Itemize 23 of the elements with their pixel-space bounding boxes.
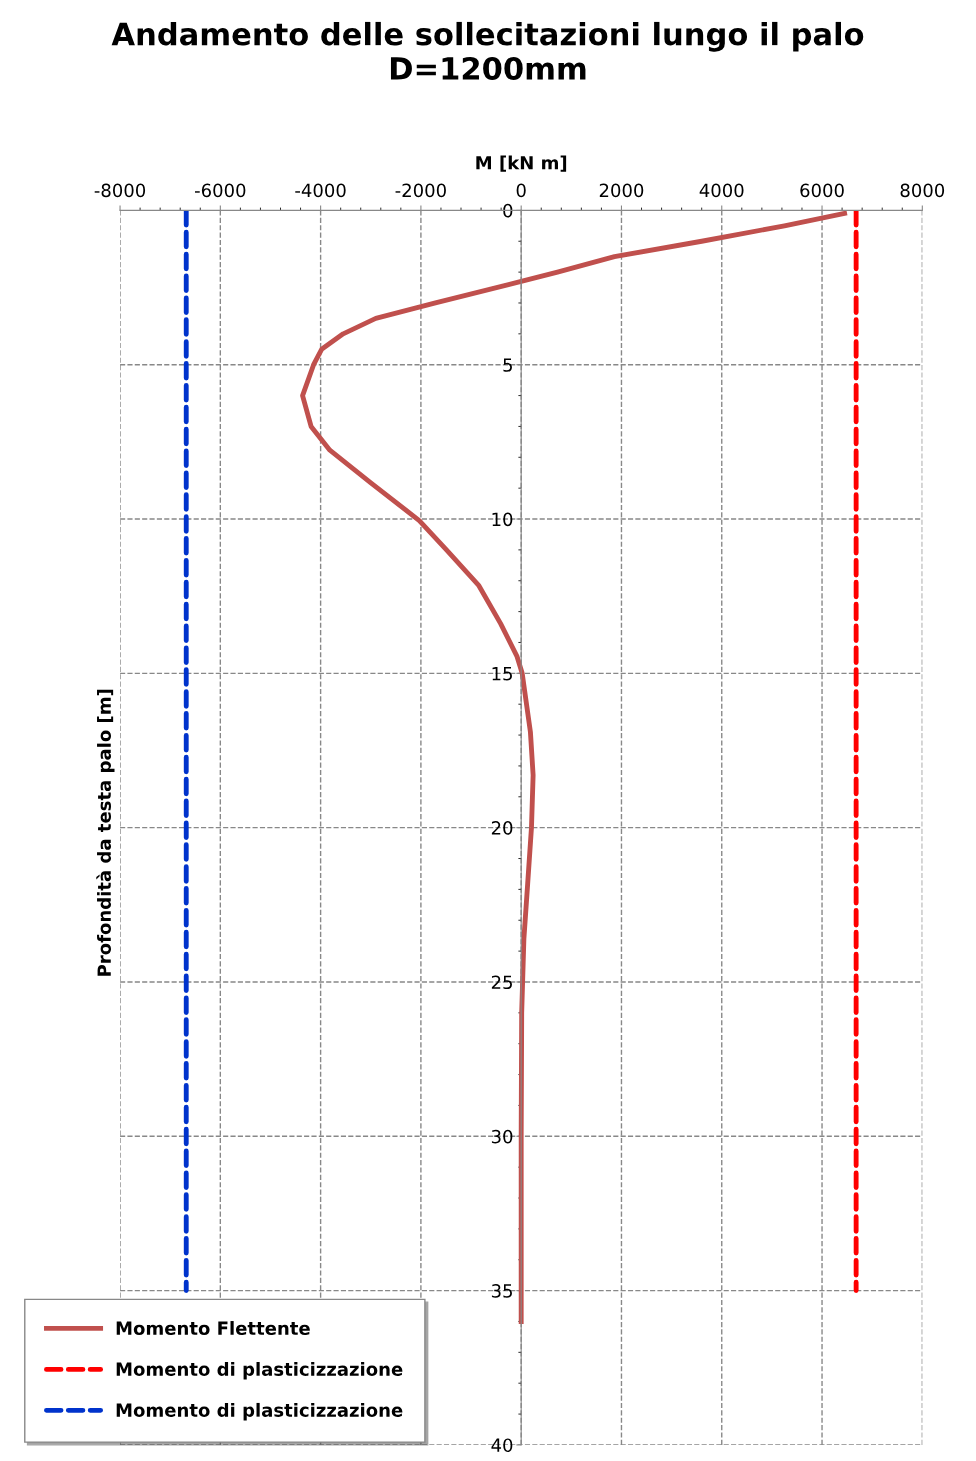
x-tick-label: 2000 [599,183,644,198]
x-tick-label: -4000 [295,183,346,198]
x-tick-label: 8000 [900,183,945,198]
x-tick-label: 4000 [699,183,744,198]
y-tick-label: 10 [492,512,513,527]
y-tick-label: 15 [492,667,512,681]
x-tick-label: 0 [516,183,526,198]
y-tick-label: 30 [491,1129,513,1144]
x-tick-label: -8000 [94,183,146,198]
chart-title: Andamento delle sollecitazioni lungo il palo D=1200mm [111,21,864,81]
x-tick-label: -6000 [194,183,246,198]
legend-label: Momento Flettente [116,1321,310,1336]
y-tick-label: 5 [503,358,512,372]
y-tick-label: 40 [491,1438,513,1453]
x-axis-title: M [kN m] [476,155,567,172]
legend-label: Momento di plasticizzazione [116,1402,403,1421]
y-axis-title: Profondità da testa palo [m] [96,689,115,976]
y-tick-label: 25 [491,975,512,990]
x-tick-label: -2000 [395,183,446,198]
y-tick-label: 35 [491,1284,512,1298]
legend-label: Momento di plasticizzazione [116,1361,403,1380]
x-tick-label: 6000 [800,183,844,198]
y-tick-label: 20 [491,821,513,835]
